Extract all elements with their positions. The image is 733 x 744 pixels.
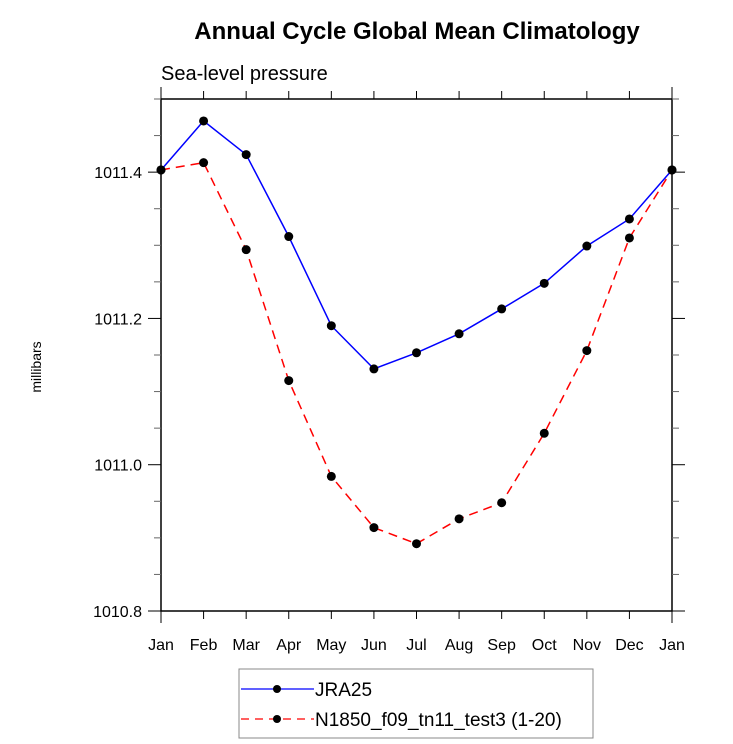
legend-label: JRA25 (315, 680, 372, 701)
data-point (369, 523, 379, 533)
series-markers (156, 116, 677, 549)
data-point (454, 329, 464, 339)
x-tick-label: Dec (615, 637, 643, 654)
data-point (497, 498, 507, 508)
data-point (624, 214, 634, 224)
x-tick-labels: Jan Feb Mar Apr May Jun Jul Aug Sep Oct Nov Dec Jan (148, 637, 685, 654)
data-point (497, 304, 507, 314)
x-tick-label: Aug (445, 637, 473, 654)
data-point (284, 232, 294, 242)
legend-marker (273, 685, 281, 693)
y-tick-label: 1011.2 (94, 311, 142, 328)
legend-label: N1850_f09_tn11_test3 (1-20) (315, 710, 562, 731)
x-tick-label: Mar (232, 637, 260, 654)
y-tick-label: 1010.8 (93, 604, 142, 621)
series-line-jra25 (160, 119, 673, 370)
data-point (582, 346, 592, 356)
x-tick-label: Jan (659, 637, 685, 654)
x-tick-label: Jan (148, 637, 174, 654)
x-tick-label: Apr (276, 637, 302, 654)
data-point (284, 376, 294, 386)
x-tick-label: Sep (487, 637, 516, 654)
chart-title: Annual Cycle Global Mean Climatology (194, 18, 640, 45)
legend: JRA25 N1850_f09_tn11_test3 (1-20) (238, 668, 594, 739)
legend-box (238, 668, 594, 739)
data-point (454, 514, 464, 524)
x-tick-label: Feb (190, 637, 218, 654)
data-point (667, 165, 677, 175)
data-point (412, 539, 421, 549)
data-point (156, 165, 166, 175)
y-tick-label: 1011.4 (94, 165, 142, 182)
y-tick-labels: 1010.8 1011.0 1011.2 1011.4 (93, 165, 142, 621)
data-point (624, 233, 634, 243)
data-point (539, 428, 549, 438)
data-point (199, 158, 209, 168)
data-point (582, 241, 592, 251)
data-point (326, 471, 336, 481)
data-point (326, 321, 336, 331)
axes (148, 87, 685, 623)
data-point (539, 278, 549, 288)
data-point (199, 116, 209, 126)
series-lines (160, 119, 673, 545)
x-tick-label: Oct (532, 637, 557, 654)
chart-subtitle: Sea-level pressure (161, 63, 328, 85)
data-point (241, 245, 251, 255)
x-tick-label: Jun (361, 637, 387, 654)
x-tick-label: Nov (573, 637, 601, 654)
x-tick-label: Jul (406, 637, 426, 654)
y-axis-label: millibars (28, 341, 44, 392)
legend-marker (273, 715, 281, 723)
data-point (369, 364, 379, 374)
y-tick-label: 1011.0 (94, 458, 142, 475)
data-point (241, 150, 251, 160)
x-tick-label: May (316, 637, 346, 654)
data-point (412, 348, 421, 358)
